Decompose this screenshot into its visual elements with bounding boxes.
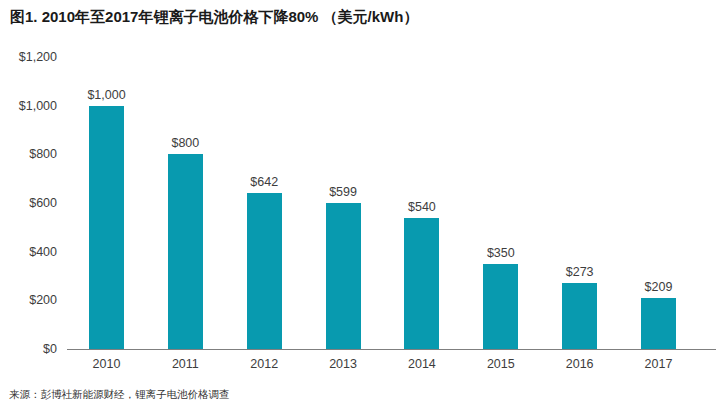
x-tick-label: 2013	[329, 357, 357, 371]
bar-2015	[483, 264, 518, 349]
chart-title: 图1. 2010年至2017年锂离子电池价格下降80% （美元/kWh）	[10, 8, 418, 27]
x-tick-label: 2011	[172, 357, 199, 371]
bar-value-label: $209	[645, 280, 673, 294]
bar-2014	[404, 218, 439, 349]
source-note: 来源：彭博社新能源财经，锂离子电池价格调查	[9, 388, 230, 402]
bar-value-label: $642	[250, 175, 278, 189]
y-tick-label: $800	[0, 147, 57, 161]
bar-value-label: $540	[408, 200, 436, 214]
x-tick-label: 2017	[645, 357, 673, 371]
y-tick-label: $600	[0, 196, 57, 210]
x-tick-label: 2015	[487, 357, 515, 371]
x-tick-label: 2014	[408, 357, 436, 371]
y-tick-label: $400	[0, 245, 57, 259]
bar-value-label: $273	[566, 265, 594, 279]
bar-2016	[562, 283, 597, 349]
bar-value-label: $800	[171, 136, 199, 150]
bar-value-label: $599	[329, 185, 357, 199]
bar-value-label: $350	[487, 246, 515, 260]
bar-2013	[326, 203, 361, 349]
y-tick-label: $200	[0, 293, 57, 307]
y-tick-label: $1,000	[0, 99, 57, 113]
y-tick-label: $1,200	[0, 50, 57, 64]
x-tick-label: 2010	[93, 357, 121, 371]
y-tick-label: $0	[0, 342, 57, 356]
plot-area: $1,000 $800 $642 $599 $540 $350 $273 $209	[67, 57, 716, 350]
bar-2011	[168, 154, 203, 349]
x-tick-label: 2012	[250, 357, 278, 371]
bar-2017	[641, 298, 676, 349]
x-tick-label: 2016	[566, 357, 594, 371]
bar-2012	[247, 193, 282, 349]
bar-2010	[89, 106, 124, 349]
bar-value-label: $1,000	[87, 88, 125, 102]
